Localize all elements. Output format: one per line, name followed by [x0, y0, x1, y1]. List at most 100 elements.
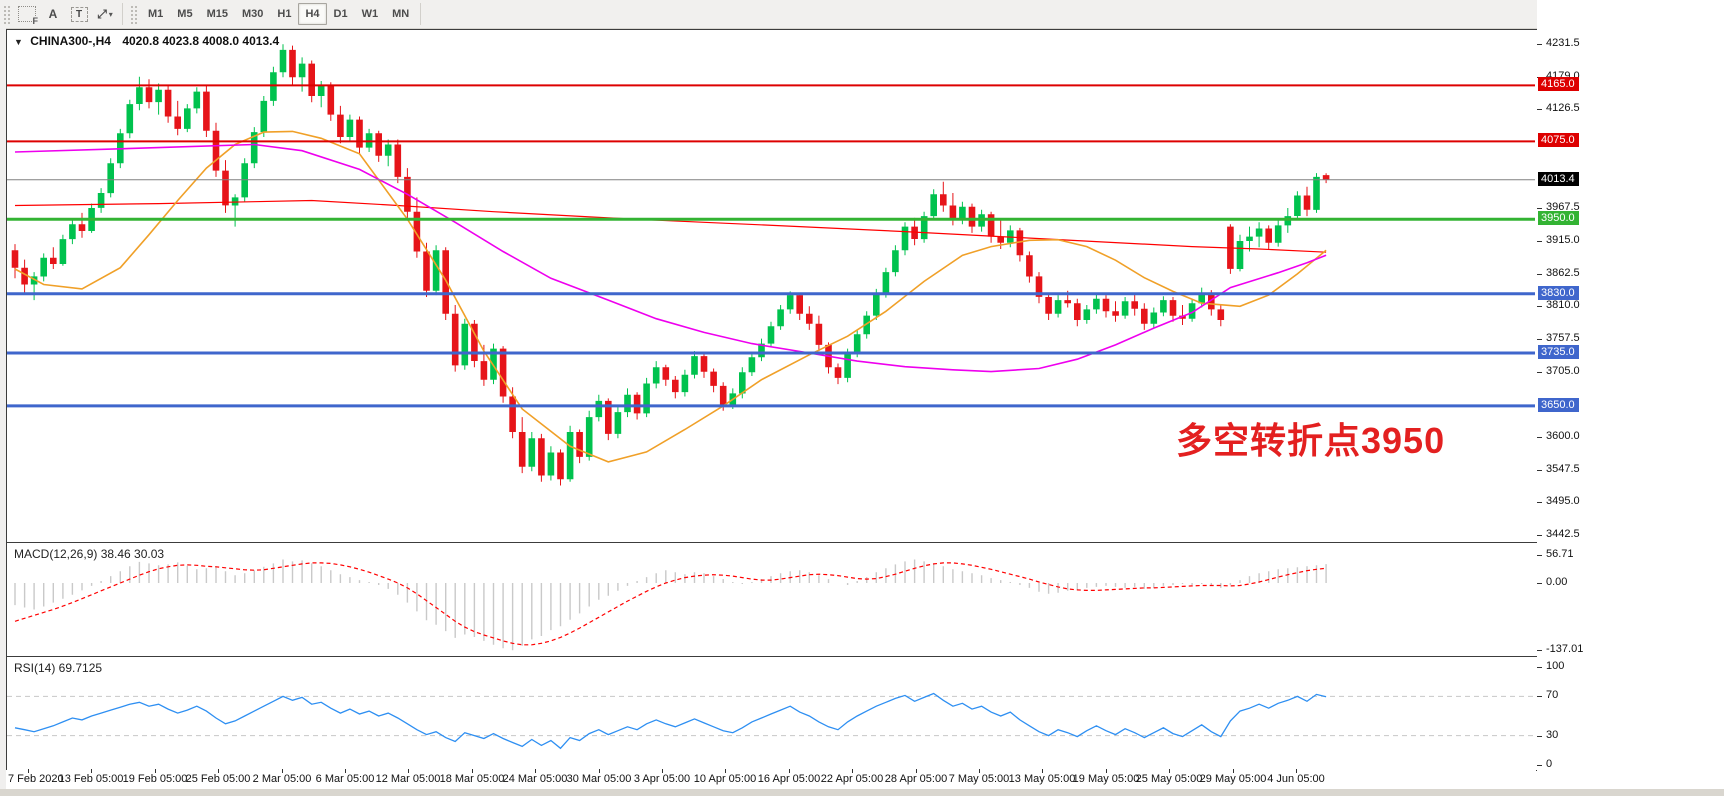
time-label: 22 Apr 05:00 [820, 773, 884, 785]
time-label: 10 Apr 05:00 [693, 773, 757, 785]
price-badge-4075.0: 4075.0 [1538, 133, 1579, 147]
ohlc-values: 4020.8 4023.8 4008.0 4013.4 [122, 34, 280, 48]
timeframe-button-h4[interactable]: H4 [298, 3, 327, 25]
rsi-tick-0: 0 [1546, 758, 1553, 770]
time-tick [408, 769, 409, 773]
price-tick-3862.5-dash [1537, 274, 1542, 275]
rsi-canvas [7, 692, 1535, 750]
rsi-tick-70-dash [1537, 696, 1542, 697]
time-label: 7 Feb 2020 [8, 773, 64, 785]
time-tick [1042, 769, 1043, 773]
time-label: 2 Mar 05:00 [252, 773, 312, 785]
candles-down [11, 49, 1330, 480]
window-left-margin [0, 28, 6, 796]
macd-indicator-pane[interactable] [6, 542, 1538, 658]
time-tick [282, 769, 283, 773]
rsi-tick-100-dash [1537, 667, 1542, 668]
timeframe-button-mn[interactable]: MN [392, 8, 410, 20]
time-tick [345, 769, 346, 773]
rsi-tick-30-dash [1537, 736, 1542, 737]
time-tick [218, 769, 219, 773]
price-tick-4231.5-dash [1537, 44, 1542, 45]
text-label-icon-box: T [70, 6, 88, 22]
time-tick [916, 769, 917, 773]
price-chart-pane[interactable] [6, 29, 1538, 544]
timeframe-group: M1 M5 M15 M30 H1 H4 D1 W1 MN [141, 3, 416, 25]
time-tick [1106, 769, 1107, 773]
price-badge-3650.0: 3650.0 [1538, 398, 1579, 412]
time-tick [1169, 769, 1170, 773]
price-tick-3442.5-dash [1537, 535, 1542, 536]
timeframe-button-d1[interactable]: D1 [333, 8, 348, 20]
price-tick-3547.5: 3547.5 [1546, 463, 1580, 475]
candle-wicks-down [14, 45, 1327, 486]
rsi-tick-100: 100 [1546, 660, 1565, 672]
freehand-grid-icon-box: F [18, 6, 39, 26]
time-tick [662, 769, 663, 773]
shapes-arrows-icon[interactable]: ⤢ ▾ [97, 6, 113, 21]
timeframe-grip[interactable] [129, 4, 138, 24]
macd-tick-0.00: 0.00 [1546, 576, 1568, 588]
time-label: 28 Apr 05:00 [884, 773, 948, 785]
symbol-title[interactable]: ▼ CHINA300-,H4 4020.8 4023.8 4008.0 4013… [14, 34, 279, 48]
rsi-line [14, 692, 1327, 750]
price-tick-3600.0: 3600.0 [1546, 430, 1580, 442]
time-tick [1296, 769, 1297, 773]
rsi-tick-30: 30 [1546, 729, 1559, 741]
toolbar-grip[interactable] [2, 4, 11, 24]
timeframe-button-w1[interactable]: W1 [361, 8, 379, 20]
toolbar-separator [122, 3, 123, 25]
time-tick [725, 769, 726, 773]
macd-signal-line [14, 562, 1327, 646]
time-label: 6 Mar 05:00 [315, 773, 375, 785]
freehand-grid-icon[interactable]: F [15, 2, 39, 26]
symbol-dropdown-icon[interactable]: ▼ [14, 37, 23, 47]
time-tick [789, 769, 790, 773]
time-axis[interactable]: 7 Feb 2020 13 Feb 05:00 19 Feb 05:00 25 Feb… [6, 769, 1536, 788]
time-tick [91, 769, 92, 773]
price-badge-3735.0: 3735.0 [1538, 345, 1579, 359]
rsi-indicator-pane[interactable] [6, 656, 1538, 771]
time-label: 19 Feb 05:00 [122, 773, 188, 785]
timeframe-button-m5[interactable]: M5 [177, 8, 193, 20]
price-tick-4126.5: 4126.5 [1546, 102, 1580, 114]
toolbar-separator-2 [420, 3, 422, 25]
price-tick-3547.5-dash [1537, 470, 1542, 471]
arrow-tool-icon[interactable]: A [48, 7, 58, 21]
time-label: 30 Mar 05:00 [566, 773, 632, 785]
timeframe-button-m1[interactable]: M1 [148, 8, 164, 20]
time-tick [28, 769, 29, 773]
window-bottom-strip [0, 789, 1724, 796]
price-tick-3757.5-dash [1537, 339, 1542, 340]
time-label: 18 Mar 05:00 [439, 773, 505, 785]
macd-tick--137.01: -137.01 [1546, 643, 1584, 655]
timeframe-button-m15[interactable]: M15 [206, 8, 228, 20]
rsi-tick-70: 70 [1546, 689, 1559, 701]
macd-canvas [14, 559, 1327, 651]
macd-tick-0.00-dash [1537, 583, 1542, 584]
price-axis[interactable]: 4231.5 4179.0 4126.5 3967.5 3915.0 3862.5 3810… [1537, 0, 1724, 796]
candles-up [30, 49, 1320, 480]
price-chart-canvas[interactable] [7, 30, 1535, 541]
ma-magenta-line [14, 143, 1327, 373]
price-tick-3757.5: 3757.5 [1546, 332, 1580, 344]
time-label: 29 May 05:00 [1199, 773, 1267, 785]
time-label: 13 Feb 05:00 [58, 773, 124, 785]
time-label: 19 May 05:00 [1072, 773, 1140, 785]
rsi-tick-0-dash [1537, 765, 1542, 766]
chart-text-annotation[interactable]: 多空转折点3950 [1176, 420, 1446, 461]
time-tick [535, 769, 536, 773]
text-label-icon[interactable]: T [67, 2, 91, 26]
timeframe-button-h1[interactable]: H1 [277, 8, 292, 20]
timeframe-button-m30[interactable]: M30 [241, 8, 264, 20]
time-tick [472, 769, 473, 773]
time-label: 3 Apr 05:00 [633, 773, 691, 785]
price-badge-4013.4: 4013.4 [1538, 172, 1579, 186]
price-tick-3915.0: 3915.0 [1546, 234, 1580, 246]
toolbar: F A T ⤢ ▾ M1 M5 M15 M30 H1 H4 D1 W1 MN [0, 0, 1724, 29]
time-tick [852, 769, 853, 773]
time-label: 4 Jun 05:00 [1267, 773, 1325, 785]
candle-wicks-up [33, 44, 1317, 482]
macd-tick-56.71-dash [1537, 555, 1542, 556]
macd-tick-56.71: 56.71 [1546, 548, 1574, 560]
